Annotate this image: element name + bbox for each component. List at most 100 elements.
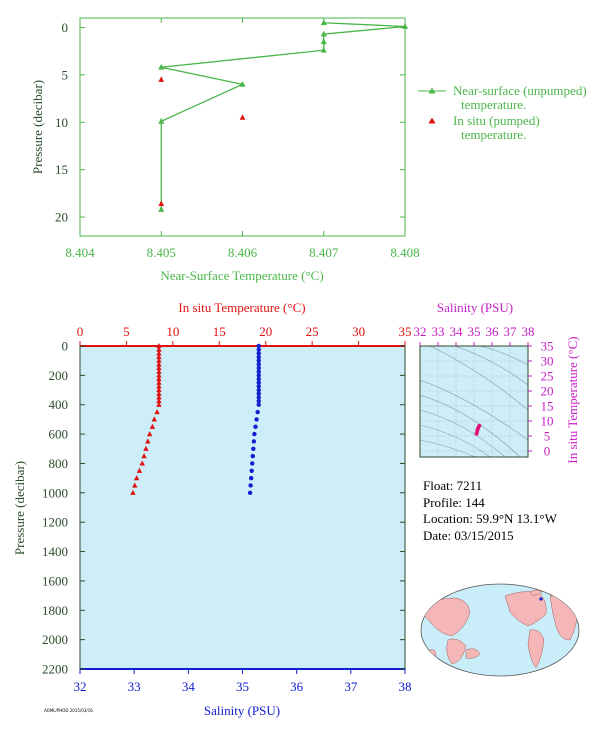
salinity-profile-point	[256, 380, 261, 385]
pumped-temperature-point	[158, 76, 165, 82]
unpumped-temperature-point	[239, 80, 246, 87]
ts-x-tick-label: 33	[432, 324, 445, 339]
salinity-profile-point	[256, 402, 261, 407]
legend-marker-unpumped	[428, 87, 436, 94]
temperature-profile-point	[156, 368, 162, 374]
salinity-profile-point	[248, 475, 254, 481]
ts-y-tick-label: 5	[544, 429, 551, 444]
salinity-profile-point	[256, 365, 261, 371]
ts-x-tick-label: 37	[504, 324, 518, 339]
pressure-tick-label: 0	[62, 339, 69, 354]
unpumped-temperature-point	[320, 46, 327, 53]
temperature-profile-point	[149, 423, 156, 429]
ts-x-tick-label: 38	[522, 324, 535, 339]
salinity-tick-label: 33	[128, 679, 141, 694]
temperature-profile-point	[151, 416, 157, 422]
salinity-profile-point	[248, 483, 253, 488]
float-number: Float: 7211	[423, 478, 483, 493]
legend-label-pumped: In situ (pumped) temperature.	[453, 113, 540, 142]
ts-y-tick-label: 10	[541, 414, 554, 429]
salinity-profile-point	[250, 461, 255, 466]
profile-frame	[79, 345, 406, 670]
ts-x-tick-label: 36	[486, 324, 500, 339]
temperature-profile-point	[156, 394, 162, 400]
unpumped-temperature-point	[320, 19, 327, 26]
temperature-tick-label: 5	[123, 324, 130, 339]
ts-y-tick-label: 0	[544, 444, 551, 459]
temperature-profile-point	[145, 438, 151, 444]
temperature-profile-point	[156, 365, 162, 371]
near-surface-y-tick-label: 10	[55, 115, 68, 130]
temperature-profile-point	[156, 398, 162, 404]
salinity-tick-label: 32	[74, 679, 87, 694]
ts-marks	[474, 423, 482, 436]
unpumped-temperature-point	[401, 23, 409, 29]
salinity-profile-point	[254, 417, 259, 422]
temperature-profile-point	[156, 376, 162, 382]
near-surface-x-label: Near-Surface Temperature (°C)	[160, 268, 323, 283]
ts-density-contours	[420, 346, 528, 457]
ts-x-tick-label: 32	[414, 324, 427, 339]
ts-y-tick-label: 25	[541, 369, 554, 384]
temperature-tick-label: 25	[306, 324, 319, 339]
ts-x-tick-label: 34	[450, 324, 464, 339]
temperature-profile-point	[156, 390, 162, 396]
pumped-temperature-point	[158, 200, 165, 207]
footer-credit: AOML/PHOD 2015/03/16	[44, 708, 93, 713]
pressure-axis-ticks: 0 200 400 600 800 1000 1200 1400 1600 1800 2000 220…	[42, 339, 405, 677]
legend-marker-pumped	[428, 117, 436, 124]
salinity-profile-point	[256, 398, 261, 404]
pressure-tick-label: 1200	[42, 515, 68, 530]
unpumped-temperature-point	[158, 63, 165, 70]
salinity-profile-point	[256, 369, 261, 374]
temperature-profile-point	[156, 350, 162, 356]
ts-x-tick-label: 35	[468, 324, 481, 339]
salinity-profile-point	[255, 409, 260, 415]
salinity-profile-point	[256, 391, 261, 396]
temperature-profile-point	[154, 409, 160, 415]
ts-y-tick-label: 30	[541, 354, 554, 369]
pressure-tick-label: 400	[49, 397, 69, 412]
float-location-marker	[539, 597, 543, 601]
temperature-profile-point	[156, 372, 162, 378]
temperature-profile-point	[156, 401, 162, 407]
near-surface-x-tick-label: 8.406	[228, 245, 258, 260]
float-info: Float: 7211 Profile: 144 Location: 59.9°…	[423, 478, 557, 544]
near-surface-y-label: Pressure (decibar)	[30, 80, 45, 174]
salinity-profile-point	[256, 362, 261, 367]
salinity-profile-point	[256, 358, 261, 363]
salinity-profile-point	[256, 373, 261, 378]
near-surface-x-tick-label: 8.408	[390, 245, 419, 260]
ts-y-tick-label: 35	[541, 339, 554, 354]
salinity-profile-point	[256, 387, 261, 393]
salinity-profile-point	[252, 431, 257, 437]
salinity-profile-point	[249, 468, 254, 473]
temperature-profile-point	[156, 346, 162, 352]
pumped-temperature-point	[239, 114, 246, 120]
near-surface-y-tick-label: 0	[62, 20, 69, 35]
legend-label-unpumped: Near-surface (unpumped) temperature.	[453, 83, 587, 112]
near-surface-x-tick-label: 8.405	[147, 245, 176, 260]
ts-y-label: In situ Temperature (°C)	[565, 336, 580, 463]
salinity-profile-point	[253, 424, 258, 429]
unpumped-temperature-point	[320, 30, 327, 37]
temperature-profile-point	[146, 431, 153, 437]
pressure-tick-label: 1400	[42, 544, 68, 559]
temperature-tick-label: 10	[166, 324, 179, 339]
unpumped-temperature-point	[158, 117, 165, 124]
pressure-tick-label: 600	[49, 427, 69, 442]
profile-marks	[130, 343, 261, 496]
temperature-profile-point	[139, 460, 145, 466]
temperature-axis-ticks: 0 5 10 15 20 25 30 35	[77, 324, 412, 346]
pressure-tick-label: 800	[49, 456, 69, 471]
temperature-tick-label: 20	[259, 324, 272, 339]
location-text: Location: 59.9°N 13.1°W	[423, 511, 557, 526]
temperature-profile-point	[156, 354, 162, 360]
salinity-profile-point	[256, 351, 261, 356]
temperature-profile-point	[156, 379, 162, 385]
temperature-profile-point	[156, 387, 162, 393]
ts-x-label: Salinity (PSU)	[437, 300, 513, 315]
temperature-profile-point	[130, 489, 136, 495]
